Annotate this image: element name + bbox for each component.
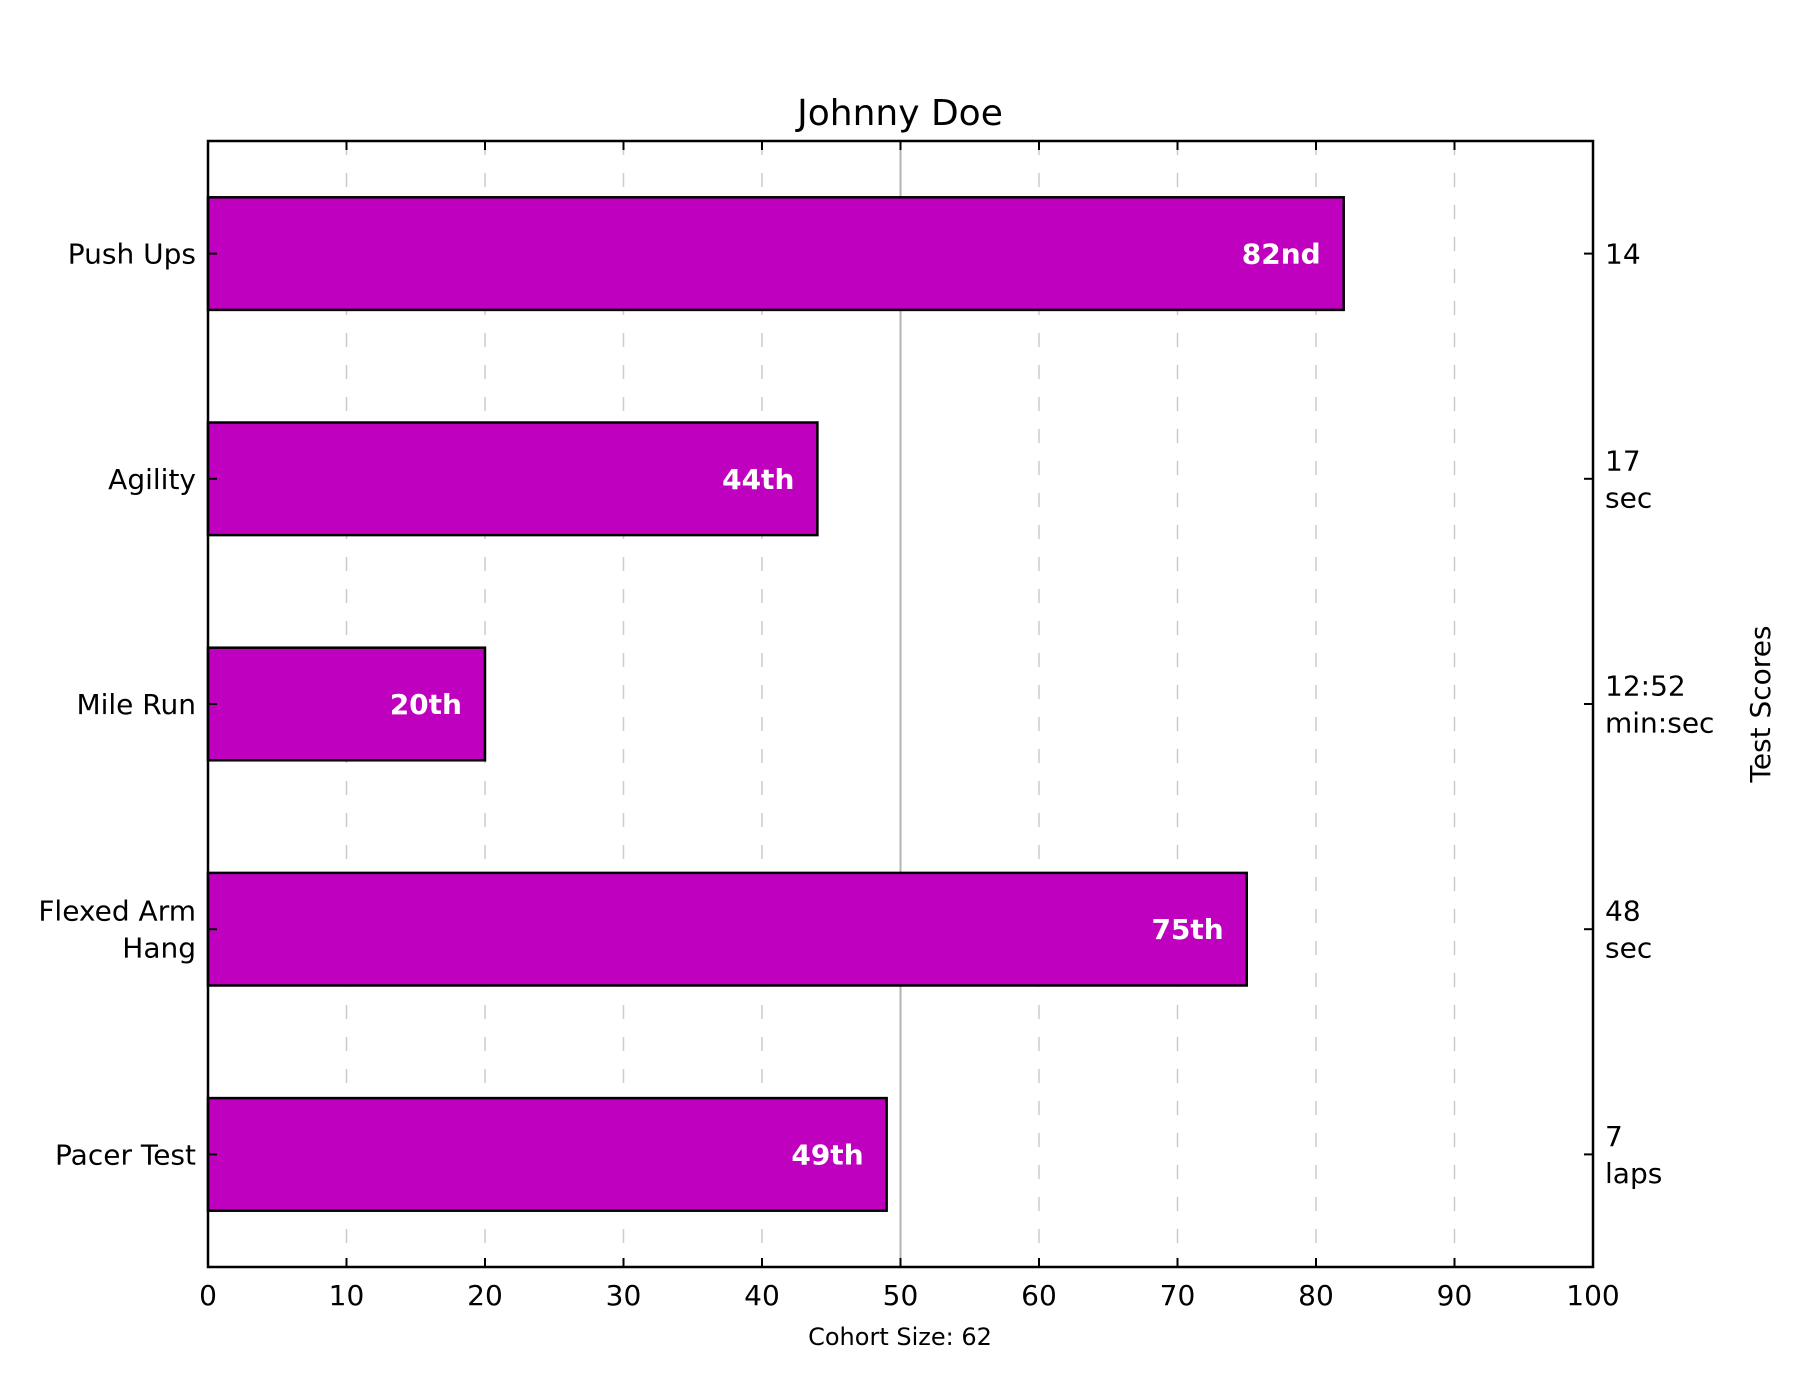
- grid-layer: [345, 141, 1456, 1267]
- x-tick-label: 50: [883, 1279, 919, 1312]
- x-tick-label: 30: [606, 1279, 642, 1312]
- test-score-label: 7: [1605, 1120, 1623, 1153]
- test-score-label: 48: [1605, 895, 1641, 928]
- bar-agility: [206, 421, 819, 537]
- x-tick-label: 100: [1566, 1279, 1619, 1312]
- category-label: Agility: [108, 463, 196, 496]
- category-label: Mile Run: [76, 688, 196, 721]
- labels-layer: 82nd Push Ups 14 44th Agility 17 sec 20th Mile R…: [38, 238, 1714, 1312]
- test-score-label: sec: [1605, 481, 1652, 514]
- test-score-label: 14: [1605, 238, 1641, 271]
- bar-value-label: 82nd: [1242, 238, 1321, 271]
- x-axis-label: Cohort Size: 62: [808, 1323, 992, 1351]
- x-tick-label: 90: [1437, 1279, 1473, 1312]
- x-tick-label: 80: [1298, 1279, 1334, 1312]
- x-tick-label: 70: [1160, 1279, 1196, 1312]
- bar-value-label: 75th: [1151, 913, 1223, 946]
- category-label: Pacer Test: [55, 1138, 196, 1171]
- bar-flexed-arm-hang: [206, 871, 1248, 987]
- chart-title: Johnny Doe: [795, 93, 1003, 134]
- x-tick-label: 20: [467, 1279, 503, 1312]
- category-label: Hang: [122, 932, 196, 965]
- x-tick-label: 10: [329, 1279, 365, 1312]
- bar-value-label: 49th: [791, 1138, 863, 1171]
- test-score-label: laps: [1605, 1157, 1662, 1190]
- bars-layer: [206, 196, 1345, 1212]
- ticks-layer: [207, 141, 1594, 1267]
- x-tick-label: 40: [744, 1279, 780, 1312]
- test-score-label: sec: [1605, 932, 1652, 965]
- bar-push-ups: [206, 196, 1345, 312]
- bar-value-label: 44th: [722, 463, 794, 496]
- category-label: Push Ups: [68, 238, 196, 271]
- x-tick-label: 60: [1021, 1279, 1057, 1312]
- test-score-label: 12:52: [1605, 670, 1686, 703]
- test-score-label: min:sec: [1605, 707, 1714, 740]
- bar-pacer-test: [206, 1096, 888, 1212]
- bar-value-label: 20th: [390, 688, 462, 721]
- category-label: Flexed Arm: [38, 895, 196, 928]
- right-axis-label: Test Scores: [1744, 625, 1777, 783]
- test-score-label: 17: [1605, 444, 1641, 477]
- x-tick-label: 0: [199, 1279, 217, 1312]
